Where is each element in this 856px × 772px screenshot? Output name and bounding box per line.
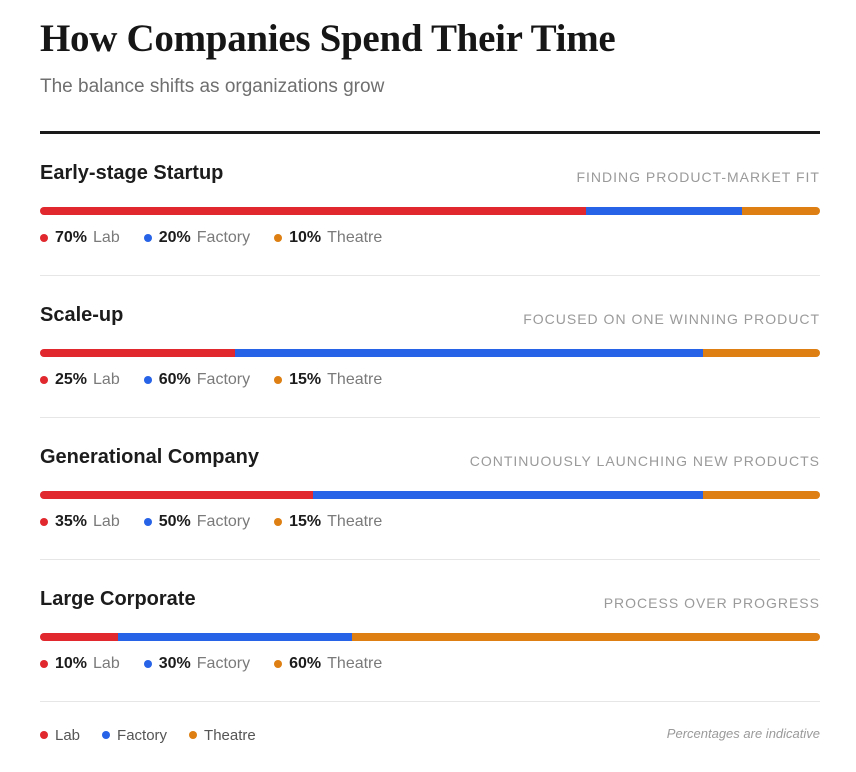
section-divider — [40, 275, 820, 276]
stage-description: CONTINUOUSLY LAUNCHING NEW PRODUCTS — [469, 453, 820, 469]
series-label: Factory — [196, 229, 251, 246]
bar-segment-factory — [235, 349, 703, 357]
breakdown-item-lab: 70% Lab — [40, 229, 120, 247]
legend-dot-icon — [189, 731, 198, 739]
breakdown-item-lab: 35% Lab — [40, 513, 120, 531]
legend-dot-icon — [274, 376, 283, 384]
bar-segment-lab — [40, 633, 118, 641]
stage-breakdown: 10% Lab 30% Factory 60% Theatre — [40, 653, 406, 675]
legend-dot-icon — [143, 234, 152, 242]
data-label: 70% — [55, 229, 88, 246]
bar-segment-lab — [40, 207, 586, 215]
legend-item-lab: Lab — [40, 727, 80, 744]
stage-section: Generational Company CONTINUOUSLY LAUNCHI… — [40, 418, 820, 560]
legend-dot-icon — [40, 234, 48, 242]
stage-breakdown: 25% Lab 60% Factory 15% Theatre — [40, 369, 406, 391]
series-label: Theatre — [327, 655, 383, 672]
data-label: 15% — [289, 513, 322, 530]
stage-breakdown: 35% Lab 50% Factory 15% Theatre — [40, 511, 406, 533]
stacked-bar — [40, 633, 820, 641]
bar-segment-theatre — [742, 207, 820, 215]
stage-section: Scale-up FOCUSED ON ONE WINNING PRODUCT 25… — [40, 276, 820, 418]
legend-dot-icon — [40, 660, 48, 668]
data-label: 60% — [158, 371, 191, 388]
breakdown-item-theatre: 15% Theatre — [274, 371, 382, 389]
series-label: Factory — [196, 513, 251, 530]
legend-label: Lab — [55, 726, 81, 744]
stacked-bar — [40, 491, 820, 499]
stage-section: Early-stage Startup FINDING PRODUCT-MARKE… — [40, 134, 820, 276]
data-label: 30% — [158, 655, 191, 672]
breakdown-item-factory: 20% Factory — [143, 229, 251, 247]
series-label: Lab — [93, 229, 120, 246]
data-label: 15% — [289, 371, 322, 388]
series-label: Lab — [93, 655, 120, 672]
legend-dot-icon — [40, 518, 48, 526]
series-label: Lab — [93, 513, 120, 530]
legend-label: Factory — [117, 726, 168, 744]
bar-segment-lab — [40, 491, 313, 499]
section-divider — [40, 559, 820, 560]
stage-description: FINDING PRODUCT-MARKET FIT — [576, 169, 820, 185]
breakdown-item-factory: 30% Factory — [143, 655, 251, 673]
page-subtitle: The balance shifts as organizations grow — [40, 76, 385, 97]
legend-item-theatre: Theatre — [189, 727, 256, 744]
legend-label: Theatre — [204, 726, 256, 744]
bar-segment-theatre — [703, 491, 820, 499]
footnote: Percentages are indicative — [666, 726, 820, 741]
stage-name: Early-stage Startup — [40, 162, 224, 184]
legend-dot-icon — [40, 731, 48, 739]
data-label: 60% — [289, 655, 322, 672]
legend-items: Lab Factory Theatre — [40, 724, 278, 746]
series-label: Theatre — [327, 229, 383, 246]
legend-dot-icon — [274, 234, 283, 242]
series-label: Factory — [196, 371, 251, 388]
bar-segment-theatre — [703, 349, 820, 357]
bar-segment-factory — [313, 491, 703, 499]
legend-dot-icon — [102, 731, 111, 739]
legend-dot-icon — [143, 660, 152, 668]
legend-dot-icon — [143, 376, 152, 384]
data-label: 25% — [55, 371, 88, 388]
stacked-bar — [40, 349, 820, 357]
stage-name: Large Corporate — [40, 588, 196, 610]
legend-dot-icon — [274, 518, 283, 526]
breakdown-item-lab: 25% Lab — [40, 371, 120, 389]
data-label: 50% — [158, 513, 191, 530]
title-rule — [40, 131, 820, 134]
chart-legend: Lab Factory Theatre Percentages are indica… — [40, 724, 820, 746]
legend-dot-icon — [143, 518, 152, 526]
stage-description: FOCUSED ON ONE WINNING PRODUCT — [523, 311, 820, 327]
section-divider — [40, 701, 820, 702]
stage-description: PROCESS OVER PROGRESS — [603, 595, 820, 611]
breakdown-item-factory: 60% Factory — [143, 371, 251, 389]
series-label: Factory — [196, 655, 251, 672]
stage-breakdown: 70% Lab 20% Factory 10% Theatre — [40, 227, 406, 249]
legend-dot-icon — [40, 376, 48, 384]
breakdown-item-theatre: 15% Theatre — [274, 513, 382, 531]
bar-segment-factory — [586, 207, 742, 215]
data-label: 10% — [289, 229, 322, 246]
stage-section: Large Corporate PROCESS OVER PROGRESS 10% L… — [40, 560, 820, 702]
stage-name: Generational Company — [40, 446, 259, 468]
stacked-bar — [40, 207, 820, 215]
legend-item-factory: Factory — [102, 727, 167, 744]
stage-name: Scale-up — [40, 304, 124, 326]
data-label: 20% — [158, 229, 191, 246]
section-divider — [40, 417, 820, 418]
bar-segment-lab — [40, 349, 235, 357]
series-label: Theatre — [327, 371, 383, 388]
series-label: Theatre — [327, 513, 383, 530]
breakdown-item-theatre: 60% Theatre — [274, 655, 382, 673]
breakdown-item-theatre: 10% Theatre — [274, 229, 382, 247]
legend-dot-icon — [274, 660, 283, 668]
bar-segment-theatre — [352, 633, 820, 641]
breakdown-item-factory: 50% Factory — [143, 513, 251, 531]
series-label: Lab — [93, 371, 120, 388]
page-title: How Companies Spend Their Time — [40, 17, 616, 60]
breakdown-item-lab: 10% Lab — [40, 655, 120, 673]
data-label: 10% — [55, 655, 88, 672]
bar-segment-factory — [118, 633, 352, 641]
data-label: 35% — [55, 513, 88, 530]
